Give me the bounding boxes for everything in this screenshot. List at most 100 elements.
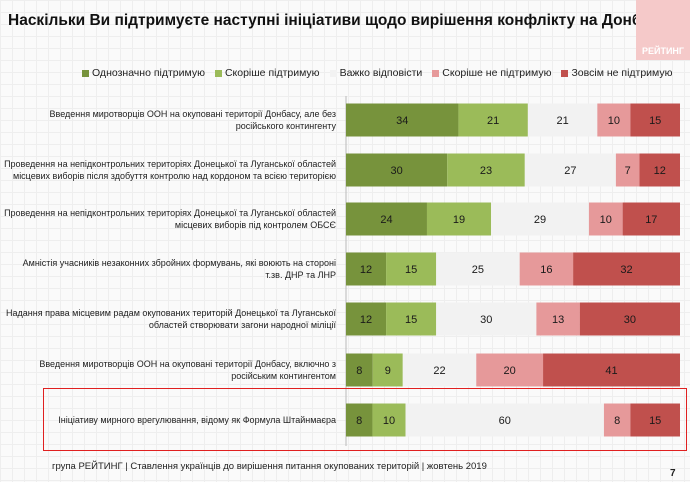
legend-item: Скоріше підтримую [214, 67, 320, 79]
legend: Однозначно підтримую Скоріше підтримую Важ… [82, 67, 673, 79]
bar-segment [436, 302, 537, 336]
chart-title: Наскільки Ви підтримуєте наступні ініціа… [8, 12, 690, 29]
bar-segment [622, 202, 680, 236]
data-label: 29 [534, 214, 546, 226]
bar-segment [543, 353, 680, 387]
legend-label: Скоріше підтримую [224, 67, 320, 79]
category-label: Надання права місцевим радам окупованих … [4, 299, 336, 339]
legend-item: Однозначно підтримую [82, 67, 205, 79]
data-label: 7 [625, 165, 631, 177]
data-label: 15 [649, 115, 661, 127]
data-label: 15 [405, 264, 417, 276]
legend-item: Скоріше не підтримую [432, 67, 551, 79]
legend-item: Важко відповісти [329, 67, 423, 79]
category-label: Проведення на непідконтрольних територія… [4, 150, 336, 190]
bar-segment [386, 252, 437, 286]
data-label: 24 [380, 214, 392, 226]
bar-segment [639, 153, 680, 187]
category-label-text: Проведення на непідконтрольних територія… [4, 159, 336, 181]
legend-label: Важко відповісти [339, 67, 423, 79]
bar-segment [426, 202, 492, 236]
bar-segment [630, 403, 680, 437]
bar-segment [346, 302, 387, 336]
legend-label: Однозначно підтримую [92, 67, 205, 79]
data-label: 12 [654, 165, 666, 177]
data-label: 23 [480, 165, 492, 177]
data-label: 8 [614, 415, 620, 427]
data-label: 19 [453, 214, 465, 226]
bar-segment [519, 252, 574, 286]
bar-segment [346, 403, 373, 437]
data-label: 30 [624, 314, 636, 326]
category-label-text: Введення миротворців ООН на окуповані те… [49, 109, 336, 131]
bar-segment [386, 302, 437, 336]
data-label: 20 [504, 365, 516, 377]
bar-segment [436, 252, 520, 286]
data-label: 15 [405, 314, 417, 326]
data-label: 27 [564, 165, 576, 177]
bar-segment [476, 353, 544, 387]
bar-segment [458, 103, 528, 137]
data-label: 8 [356, 415, 362, 427]
bar-segment [579, 302, 680, 336]
bar-segment [405, 403, 604, 437]
data-label: 25 [472, 264, 484, 276]
page-number: 7 [670, 468, 676, 479]
data-label: 16 [540, 264, 552, 276]
data-label: 10 [383, 415, 395, 427]
bar-segment [346, 252, 387, 286]
bar-segment [630, 103, 680, 137]
bar-segment [346, 202, 427, 236]
data-label: 8 [356, 365, 362, 377]
bar-segment [597, 103, 631, 137]
bar-segment [524, 153, 616, 187]
data-label: 22 [433, 365, 445, 377]
data-label: 60 [499, 415, 511, 427]
bar-segment [491, 202, 589, 236]
legend-swatch [329, 69, 337, 77]
bar-segment [588, 202, 623, 236]
data-label: 30 [390, 165, 402, 177]
data-label: 34 [396, 115, 408, 127]
bar-segment [346, 353, 373, 387]
legend-label: Скоріше не підтримую [442, 67, 552, 79]
category-label: Ініціативу мирного врегулювання, відому … [4, 400, 336, 440]
category-label-text: Введення миротворців ООН на окуповані те… [39, 359, 336, 381]
data-label: 30 [480, 314, 492, 326]
highlight-box [43, 388, 687, 451]
bar-segment [603, 403, 631, 437]
legend-swatch [82, 69, 89, 77]
legend-label: Зовсім не підтримую [571, 67, 673, 79]
bar-segment [372, 403, 406, 437]
data-label: 9 [385, 365, 391, 377]
bar-segment [346, 103, 459, 137]
bar-segment [447, 153, 525, 187]
data-label: 21 [556, 115, 568, 127]
bar-segment [402, 353, 477, 387]
category-label: Введення миротворців ООН на окуповані те… [4, 350, 336, 390]
bar-segment [615, 153, 640, 187]
data-label: 12 [360, 314, 372, 326]
data-label: 13 [552, 314, 564, 326]
data-label: 17 [645, 214, 657, 226]
category-label: Амністія учасників незаконних збройних ф… [4, 249, 336, 289]
bar-segment [346, 153, 448, 187]
bar-segment [573, 252, 680, 286]
logo-text: РЕЙТИНГ [641, 46, 685, 56]
rating-logo: РЕЙТИНГ [636, 0, 690, 60]
data-label: 21 [487, 115, 499, 127]
category-label-text: Ініціативу мирного врегулювання, відому … [58, 415, 336, 425]
data-label: 15 [649, 415, 661, 427]
bar-segment [527, 103, 598, 137]
legend-swatch [214, 69, 222, 77]
category-label-text: Проведення на непідконтрольних територія… [4, 208, 336, 230]
legend-swatch [561, 69, 569, 77]
bar-segment [536, 302, 580, 336]
data-label: 41 [605, 365, 617, 377]
data-label: 12 [360, 264, 372, 276]
bar-segment [372, 353, 403, 387]
legend-swatch [432, 69, 440, 77]
legend-item: Зовсім не підтримую [561, 67, 673, 79]
category-label-text: Амністія учасників незаконних збройних ф… [22, 258, 336, 280]
